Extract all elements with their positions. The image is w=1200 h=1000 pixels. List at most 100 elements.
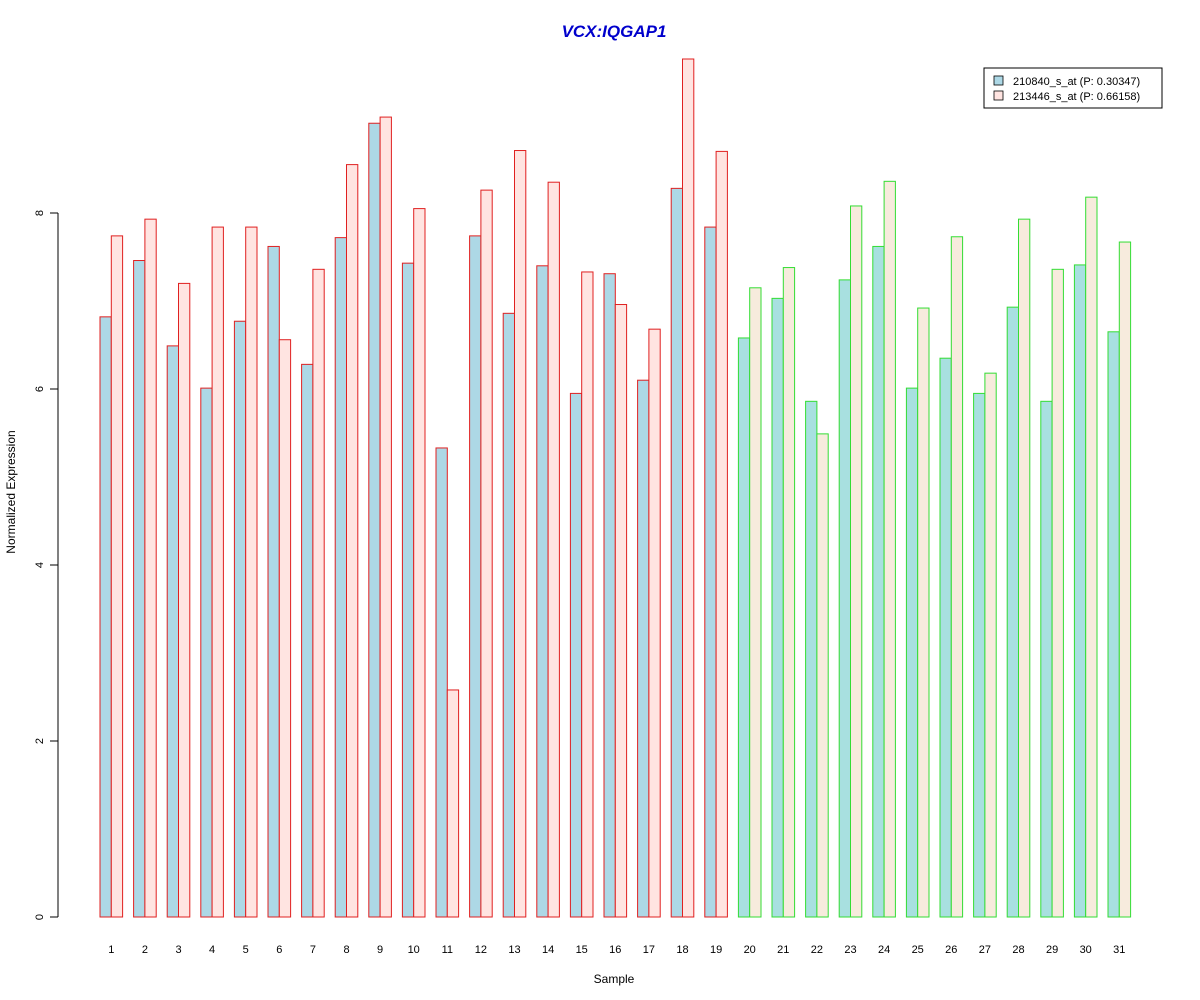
bar-sample-12-series-2 <box>480 189 493 918</box>
bar-sample-3-series-2 <box>178 282 191 918</box>
bar-sample-16-series-1 <box>603 273 616 918</box>
bar-sample-19-series-2 <box>715 150 728 918</box>
bar-sample-20-series-1 <box>737 337 751 918</box>
x-tick-label-7: 7 <box>310 944 316 956</box>
bar-sample-3-series-1 <box>166 345 179 918</box>
bar-sample-12-series-1 <box>469 235 482 918</box>
bar-sample-15-series-1 <box>569 392 583 918</box>
x-tick-label-8: 8 <box>343 944 349 956</box>
y-axis: 0 2 4 6 8 <box>34 210 59 920</box>
x-tick-label-1: 1 <box>108 944 114 956</box>
bar-sample-14-series-1 <box>536 265 549 918</box>
bar-sample-14-series-2 <box>547 181 560 918</box>
x-tick-label-22: 22 <box>811 944 823 956</box>
x-tick-label-28: 28 <box>1012 944 1024 956</box>
bar-sample-1-series-1 <box>99 316 112 918</box>
bar-sample-24-series-2 <box>883 180 896 918</box>
bar-sample-11-series-2 <box>446 689 460 918</box>
x-tick-label-21: 21 <box>777 944 789 956</box>
bar-sample-27-series-2 <box>984 372 997 918</box>
bar-sample-10-series-1 <box>401 262 415 918</box>
x-tick-label-2: 2 <box>142 944 148 956</box>
x-tick-label-9: 9 <box>377 944 383 956</box>
x-tick-label-31: 31 <box>1113 944 1125 956</box>
bar-sample-30-series-2 <box>1085 196 1098 918</box>
bars <box>99 58 1132 918</box>
x-tick-label-6: 6 <box>276 944 282 956</box>
y-axis-label: Normalized Expression <box>4 430 18 553</box>
bar-sample-21-series-2 <box>782 267 796 918</box>
x-tick-label-25: 25 <box>912 944 924 956</box>
bar-sample-28-series-2 <box>1018 218 1031 918</box>
y-tick-label: 6 <box>34 386 46 392</box>
x-tick-label-5: 5 <box>243 944 249 956</box>
bar-sample-15-series-2 <box>581 271 594 918</box>
bar-sample-1-series-2 <box>110 235 124 918</box>
bar-sample-6-series-1 <box>267 245 280 918</box>
bar-sample-7-series-1 <box>301 363 314 918</box>
bar-sample-25-series-2 <box>917 307 930 918</box>
bar-sample-17-series-1 <box>637 379 650 918</box>
bar-sample-21-series-1 <box>771 297 784 918</box>
bar-sample-8-series-1 <box>334 237 348 918</box>
bar-sample-17-series-2 <box>648 328 661 918</box>
bar-sample-27-series-1 <box>973 392 986 918</box>
bar-sample-18-series-1 <box>670 187 684 918</box>
bar-sample-26-series-1 <box>939 357 952 918</box>
bar-sample-5-series-1 <box>233 320 247 918</box>
bar-sample-30-series-1 <box>1073 264 1087 918</box>
y-tick-label: 2 <box>34 738 46 744</box>
x-tick-label-13: 13 <box>508 944 520 956</box>
bar-sample-31-series-1 <box>1107 331 1120 918</box>
x-tick-label-18: 18 <box>676 944 688 956</box>
bar-sample-29-series-1 <box>1040 400 1053 918</box>
bar-sample-2-series-2 <box>144 218 157 918</box>
bar-sample-26-series-2 <box>950 236 964 918</box>
bar-sample-29-series-2 <box>1051 268 1064 918</box>
x-tick-label-30: 30 <box>1080 944 1092 956</box>
bar-sample-19-series-1 <box>704 226 717 918</box>
x-tick-label-19: 19 <box>710 944 722 956</box>
legend-entry-series-2: 213446_s_at (P: 0.66158) <box>1013 91 1140 103</box>
bar-sample-9-series-1 <box>368 122 381 918</box>
bar-sample-22-series-1 <box>805 400 818 918</box>
x-tick-label-16: 16 <box>609 944 621 956</box>
y-tick-label: 4 <box>34 562 46 568</box>
x-tick-label-12: 12 <box>475 944 487 956</box>
chart-title: VCX:IQGAP1 <box>562 22 667 41</box>
y-tick-label: 8 <box>34 210 46 216</box>
bar-sample-24-series-1 <box>872 245 885 918</box>
legend-swatch-series-1 <box>993 75 1004 86</box>
bar-sample-22-series-2 <box>816 433 829 918</box>
bar-sample-16-series-2 <box>614 304 628 918</box>
x-tick-label-27: 27 <box>979 944 991 956</box>
bar-sample-8-series-2 <box>346 164 359 918</box>
x-tick-label-3: 3 <box>175 944 181 956</box>
x-tick-label-17: 17 <box>643 944 655 956</box>
bar-sample-10-series-2 <box>413 208 426 918</box>
bar-sample-28-series-1 <box>1006 306 1020 918</box>
bar-sample-2-series-1 <box>133 260 146 918</box>
y-tick-label: 0 <box>34 914 46 920</box>
x-tick-label-14: 14 <box>542 944 554 956</box>
legend-box <box>983 67 1163 109</box>
x-tick-label-24: 24 <box>878 944 890 956</box>
legend: 210840_s_at (P: 0.30347) 213446_s_at (P:… <box>983 67 1163 109</box>
x-tick-labels: 1 2 3 4 5 6 7 8 9 10 11 12 13 14 15 16 17 18 19 20 21 22 23 24 2… <box>108 944 1125 956</box>
bar-sample-13-series-2 <box>514 150 527 918</box>
bar-sample-31-series-2 <box>1118 241 1132 918</box>
bar-sample-23-series-2 <box>850 205 863 918</box>
bar-sample-7-series-2 <box>312 268 325 918</box>
bar-sample-4-series-2 <box>211 226 224 918</box>
bar-sample-9-series-2 <box>379 116 392 918</box>
bar-sample-11-series-1 <box>435 447 448 918</box>
x-tick-label-23: 23 <box>844 944 856 956</box>
x-tick-label-4: 4 <box>209 944 215 956</box>
bar-sample-6-series-2 <box>278 339 292 918</box>
x-axis-label: Sample <box>594 972 635 986</box>
x-tick-label-26: 26 <box>945 944 957 956</box>
bar-sample-23-series-1 <box>838 279 852 918</box>
bar-sample-13-series-1 <box>502 312 516 918</box>
bar-sample-20-series-2 <box>749 287 762 918</box>
